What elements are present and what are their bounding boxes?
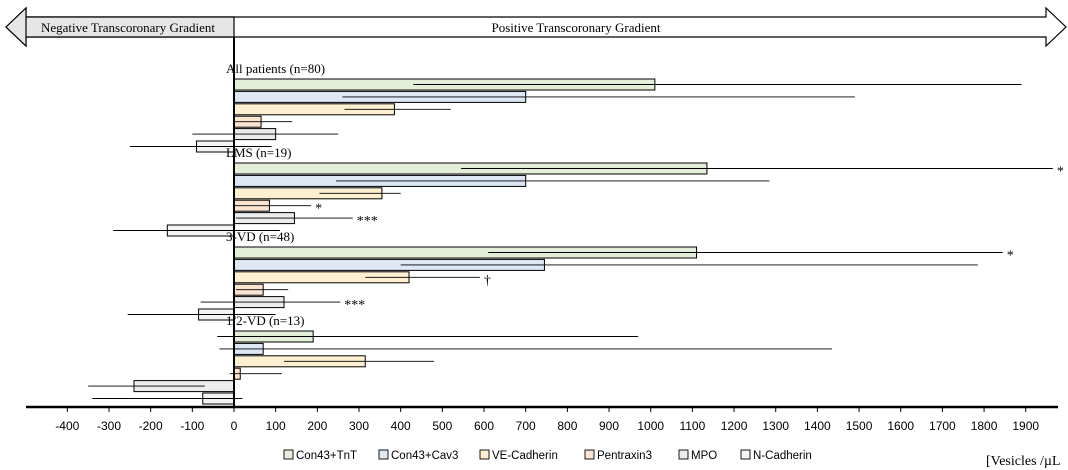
x-tick-label: 300 <box>349 419 369 433</box>
gradient-arrows: Negative Transcoronary Gradient Positive… <box>5 6 1067 48</box>
legend-swatch <box>378 449 389 460</box>
x-tick-label: 0 <box>231 419 238 433</box>
x-tick-label: 200 <box>307 419 327 433</box>
significance-mark: * <box>1057 165 1064 180</box>
legend-label: MPO <box>691 450 717 462</box>
x-tick-label: 100 <box>266 419 286 433</box>
legend: Con43+TnT Con43+Cav3 VE-Cadherin Pentraxin3… <box>283 449 812 462</box>
positive-gradient-label: Positive Transcoronary Gradient <box>492 20 661 35</box>
x-tick-label: -300 <box>97 419 121 433</box>
x-tick-label: 700 <box>516 419 536 433</box>
significance-mark: *** <box>344 298 365 313</box>
x-tick-label: 1300 <box>762 419 789 433</box>
x-tick-label: 1800 <box>971 419 998 433</box>
legend-swatch <box>283 449 294 460</box>
group-label: All patients (n=80) <box>226 61 325 76</box>
negative-gradient-label: Negative Transcoronary Gradient <box>41 20 215 35</box>
legend-label: VE-Cadherin <box>492 450 558 462</box>
negative-gradient-fill <box>26 17 234 37</box>
x-tick-label: 900 <box>599 419 619 433</box>
significance-mark: † <box>484 273 491 288</box>
legend-label: Con43+Cav3 <box>391 450 458 462</box>
x-tick-label: 1000 <box>637 419 664 433</box>
group-label: 3-VD (n=48) <box>226 229 294 244</box>
x-tick-label: 1100 <box>679 419 705 433</box>
x-tick-label: -200 <box>139 419 163 433</box>
x-tick-label: 500 <box>432 419 452 433</box>
group-label: 1/2-VD (n=13) <box>226 313 304 328</box>
legend-swatch <box>678 449 689 460</box>
x-tick-label: 600 <box>474 419 494 433</box>
significance-mark: * <box>1007 249 1014 264</box>
legend-label: Con43+TnT <box>296 450 357 462</box>
x-tick-label: -100 <box>180 419 204 433</box>
significance-mark: *** <box>357 214 378 229</box>
x-tick-label: 1400 <box>804 419 831 433</box>
x-tick-label: -400 <box>55 419 79 433</box>
group-label: LMS (n=19) <box>226 145 291 160</box>
legend-label: N-Cadherin <box>753 450 812 462</box>
legend-swatch <box>740 449 751 460</box>
negative-arrow-head <box>5 6 27 48</box>
x-tick-label: 1200 <box>721 419 748 433</box>
x-tick-label: 400 <box>391 419 411 433</box>
error-bars-layer <box>88 84 1053 399</box>
x-tick-label: 800 <box>557 419 577 433</box>
x-unit-label: [Vesicles /µL <box>986 454 1061 469</box>
group-labels: All patients (n=80) LMS (n=19) 3-VD (n=48)… <box>226 61 325 328</box>
x-tick-label: 1700 <box>929 419 956 433</box>
x-tick-label: 1900 <box>1012 419 1039 433</box>
significance-marks-layer: ******†*** <box>315 165 1064 314</box>
legend-swatch <box>479 449 490 460</box>
significance-mark: * <box>315 202 322 217</box>
legend-label: Pentraxin3 <box>597 450 652 462</box>
legend-swatch <box>584 449 595 460</box>
x-axis-ticks: -400 -300 -200 -100 0 100 200 300 400 500 600 700 80… <box>55 407 1039 433</box>
x-tick-label: 1600 <box>887 419 914 433</box>
bars-layer <box>133 78 708 405</box>
x-tick-label: 1500 <box>846 419 873 433</box>
